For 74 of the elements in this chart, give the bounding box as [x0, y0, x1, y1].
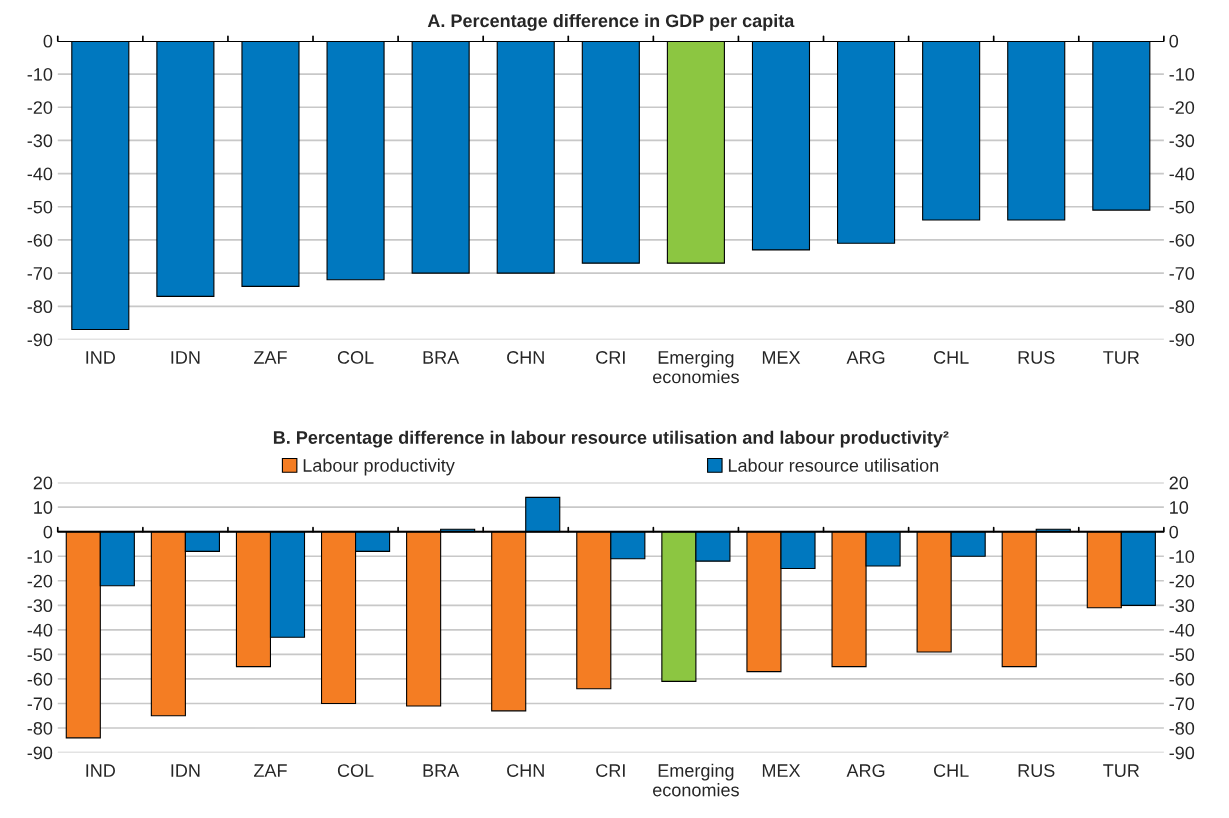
y2-tick-label: -90	[1169, 746, 1195, 760]
x-tick-label: ARG	[846, 764, 885, 777]
x-tick-label: COL	[337, 351, 374, 364]
y-tick-label: -20	[27, 574, 53, 588]
x-tick-label: ARG	[846, 351, 885, 364]
x-tick-label: ZAF	[254, 764, 287, 777]
x-tick-label: TUR	[1103, 764, 1140, 777]
x-tick-label: IND	[86, 351, 115, 364]
y2-tick-label: 20	[1169, 476, 1189, 490]
x-tick-label: ZAF	[254, 351, 287, 364]
y-tick-label: -70	[27, 697, 53, 711]
y2-tick-label: -30	[1169, 599, 1195, 613]
x-tick-label: MEX	[762, 351, 801, 364]
y2-tick-label: -80	[1169, 300, 1195, 314]
y2-tick-label: -70	[1169, 697, 1195, 711]
y-tick-label: -20	[27, 101, 53, 114]
y2-tick-label: 0	[1169, 525, 1179, 539]
legend-label: Labour productivity	[303, 458, 455, 476]
y2-tick-label: -40	[1169, 167, 1195, 181]
y2-tick-label: -90	[1169, 333, 1195, 347]
y-tick-label: -90	[27, 333, 53, 347]
y-tick-label: 10	[34, 501, 53, 514]
y2-tick-label: -50	[1169, 200, 1195, 214]
x-tick-label: IND	[86, 764, 115, 777]
y-tick-label: 20	[33, 476, 53, 490]
y2-tick-label: -10	[1169, 68, 1195, 81]
y-tick-label: -10	[27, 550, 53, 563]
y-tick-label: -80	[27, 721, 53, 735]
y-tick-label: -40	[27, 167, 53, 181]
x-tick-label: BRA	[423, 764, 460, 777]
x-tick-label: CHL	[934, 351, 969, 364]
y-tick-label: 0	[43, 525, 53, 539]
y-tick-label: -80	[27, 300, 53, 314]
y2-tick-label: -10	[1169, 550, 1195, 563]
y2-tick-label: -20	[1169, 574, 1195, 588]
x-tick-label: CRI	[596, 764, 625, 777]
y2-tick-label: -50	[1169, 648, 1195, 662]
x-tick-label: CHL	[934, 764, 969, 777]
y-tick-label: -40	[27, 623, 53, 637]
y2-tick-label: 0	[1169, 34, 1179, 48]
y2-tick-label: -70	[1169, 267, 1195, 280]
y2-tick-label: -60	[1169, 233, 1195, 247]
y-tick-label: -50	[27, 200, 53, 214]
y-tick-label: -90	[27, 746, 53, 760]
y2-tick-label: -40	[1169, 623, 1195, 637]
y-tick-label: -30	[27, 599, 53, 613]
x-tick-label: IDN	[171, 351, 200, 364]
y-tick-label: -60	[27, 233, 53, 247]
x-tick-label: CHN	[507, 351, 544, 364]
y-tick-label: 0	[43, 34, 53, 48]
x-tick-label: Emerging economies	[653, 350, 739, 384]
y-tick-label: -60	[27, 672, 53, 686]
x-tick-label: TUR	[1103, 351, 1140, 364]
chart-title: B. Percentage difference in labour resource utilisation and labour productivity²	[273, 430, 949, 448]
y2-tick-label: 10	[1170, 501, 1189, 514]
x-tick-label: IDN	[171, 764, 200, 777]
y-tick-label: -50	[27, 648, 53, 662]
y2-tick-label: -30	[1169, 134, 1195, 148]
x-tick-label: COL	[337, 764, 374, 777]
legend-label: Labour resource utilisation	[728, 458, 939, 472]
x-tick-label: CHN	[507, 764, 544, 777]
chart-title: A. Percentage difference in GDP per capita	[427, 13, 795, 31]
x-tick-label: RUS	[1018, 764, 1055, 777]
y2-tick-label: -80	[1169, 721, 1195, 735]
x-tick-label: CRI	[596, 351, 625, 364]
x-tick-label: RUS	[1018, 351, 1055, 364]
y2-tick-label: -20	[1169, 101, 1195, 114]
x-tick-label: MEX	[762, 764, 801, 777]
y-tick-label: -10	[27, 68, 53, 81]
x-tick-label: BRA	[423, 351, 460, 364]
y-tick-label: -30	[27, 134, 53, 148]
y2-tick-label: -60	[1169, 672, 1195, 686]
x-tick-label: Emerging economies	[653, 763, 739, 797]
y-tick-label: -70	[27, 267, 53, 280]
